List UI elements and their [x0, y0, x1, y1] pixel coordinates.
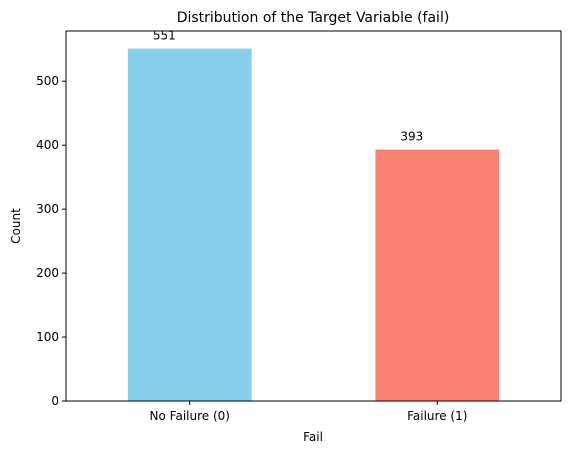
- y-tick-label: 300: [36, 202, 59, 216]
- x-axis-label: Fail: [303, 430, 323, 444]
- y-tick-label: 400: [36, 138, 59, 152]
- bar: [375, 149, 500, 401]
- plot-frame: [65, 30, 562, 402]
- chart-title: Distribution of the Target Variable (fai…: [177, 10, 450, 26]
- y-tick-label: 500: [36, 74, 59, 88]
- y-tick-label: 200: [36, 266, 59, 280]
- y-axis-label: Count: [9, 208, 23, 244]
- plot-area: 551 No Failure (0) 393 Failure (1) 0 100 200 30…: [36, 29, 562, 423]
- data-label: 551: [153, 29, 176, 43]
- x-tick-label: No Failure (0): [150, 409, 230, 423]
- y-tick-label: 100: [36, 330, 59, 344]
- y-tick-label: 0: [51, 394, 59, 408]
- data-label: 393: [400, 130, 423, 144]
- bar: [127, 48, 252, 401]
- x-tick-label: Failure (1): [407, 409, 467, 423]
